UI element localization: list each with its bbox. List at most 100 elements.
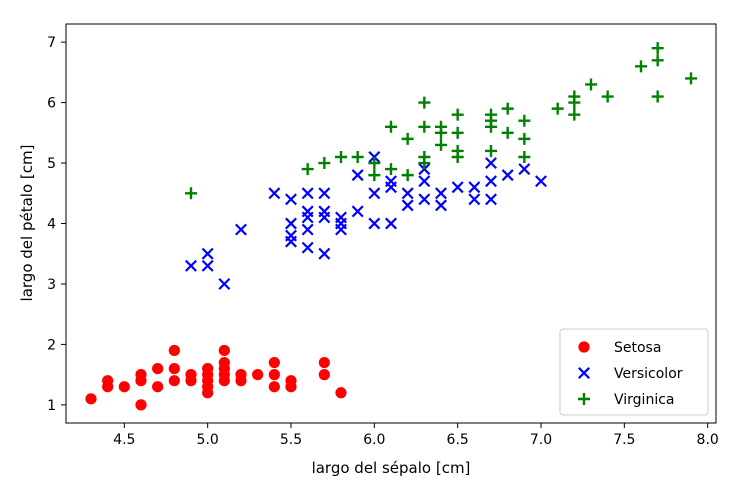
legend-label-virginica: Virginica	[614, 392, 674, 408]
setosa-point	[318, 356, 330, 369]
versicolor-point	[385, 175, 397, 188]
versicolor-point	[351, 169, 364, 182]
setosa-point	[335, 387, 347, 399]
virginica-point	[485, 108, 497, 121]
virginica-point	[601, 90, 614, 103]
setosa-point	[152, 381, 164, 393]
versicolor-point	[268, 187, 281, 200]
setosa-point	[268, 356, 280, 369]
x-axis-ticks: 4.5 5.0 5.5 6.0 6.5 7.0 7.5 8.0	[113, 423, 719, 448]
virginica-point	[185, 187, 197, 200]
legend-item-setosa: Setosa	[578, 340, 661, 356]
versicolor-point	[285, 217, 297, 230]
virginica-point	[685, 72, 697, 85]
versicolor-point	[468, 193, 481, 206]
versicolor-point	[318, 205, 331, 218]
versicolor-point	[368, 187, 381, 200]
versicolor-point	[335, 211, 347, 224]
virginica-point	[385, 120, 397, 133]
virginica-point	[418, 120, 431, 133]
setosa-point	[218, 344, 230, 357]
virginica-point	[518, 151, 531, 163]
virginica-point	[401, 169, 414, 182]
legend-item-virginica: Virginica	[578, 392, 674, 408]
virginica-point	[368, 169, 381, 182]
virginica-point	[451, 144, 464, 157]
versicolor-point	[301, 187, 314, 200]
versicolor-point	[485, 193, 497, 206]
x-tick-label: 6.0	[363, 432, 385, 448]
versicolor-point	[535, 175, 547, 188]
versicolor-point	[385, 217, 397, 230]
virginica-point	[485, 144, 497, 157]
setosa-point	[102, 381, 114, 393]
versicolor-point	[368, 151, 381, 163]
y-tick-label: 4	[47, 217, 56, 233]
versicolor-point	[435, 199, 447, 212]
y-tick-label: 6	[47, 96, 56, 112]
virginica-point	[435, 138, 447, 151]
versicolor-point	[235, 223, 247, 236]
legend-item-versicolor: Versicolor	[578, 366, 683, 382]
virginica-point	[418, 151, 431, 163]
setosa-point	[218, 362, 230, 375]
setosa-point	[168, 375, 180, 387]
versicolor-point	[468, 181, 481, 194]
versicolor-point	[201, 259, 214, 272]
versicolor-point	[418, 163, 431, 176]
versicolor-point	[351, 205, 364, 218]
virginica-point	[518, 132, 531, 145]
setosa-point	[135, 399, 147, 411]
virginica-point	[585, 78, 597, 91]
versicolor-point	[501, 169, 514, 182]
versicolor-point	[518, 163, 531, 176]
legend-versicolor-point	[578, 367, 590, 379]
setosa-point	[252, 369, 264, 381]
virginica-point	[351, 151, 364, 163]
versicolor-point	[401, 199, 414, 212]
virginica-point	[635, 60, 647, 73]
setosa-point	[318, 369, 330, 381]
setosa-point	[135, 369, 147, 381]
versicolor-point	[318, 247, 331, 260]
x-axis-label: largo del sépalo [cm]	[312, 459, 471, 477]
legend-virginica-point	[578, 393, 590, 405]
legend-label-setosa: Setosa	[614, 340, 661, 356]
versicolor-point	[285, 193, 297, 206]
setosa-point	[118, 381, 130, 393]
versicolor-point	[418, 193, 431, 206]
virginica-point	[651, 54, 664, 67]
y-tick-label: 3	[47, 277, 56, 293]
versicolor-point	[301, 223, 314, 236]
virginica-point	[385, 163, 397, 176]
setosa-point	[268, 369, 280, 381]
virginica-point	[568, 108, 581, 121]
x-tick-label: 6.5	[447, 432, 469, 448]
versicolor-point	[218, 277, 231, 290]
x-tick-label: 5.5	[280, 432, 302, 448]
virginica-point	[401, 132, 414, 145]
setosa-point	[85, 393, 97, 405]
virginica-point	[335, 151, 347, 163]
setosa-point	[268, 381, 280, 393]
setosa-point	[185, 369, 197, 381]
virginica-point	[435, 120, 447, 133]
y-tick-label: 1	[47, 398, 56, 414]
versicolor-point	[401, 187, 414, 200]
legend-setosa-point	[578, 341, 590, 353]
y-tick-label: 2	[47, 337, 56, 353]
y-axis-label: largo del pétalo [cm]	[18, 145, 36, 302]
virginica-point	[551, 102, 564, 115]
versicolor-point	[301, 241, 314, 254]
virginica-point	[568, 90, 581, 103]
versicolor-point	[418, 175, 431, 188]
virginica-point	[418, 96, 431, 109]
versicolor-point	[485, 157, 497, 170]
virginica-point	[301, 163, 314, 176]
versicolor-point	[435, 187, 447, 200]
data-marks	[85, 42, 697, 411]
legend-box	[559, 328, 709, 416]
virginica-point	[518, 114, 531, 127]
